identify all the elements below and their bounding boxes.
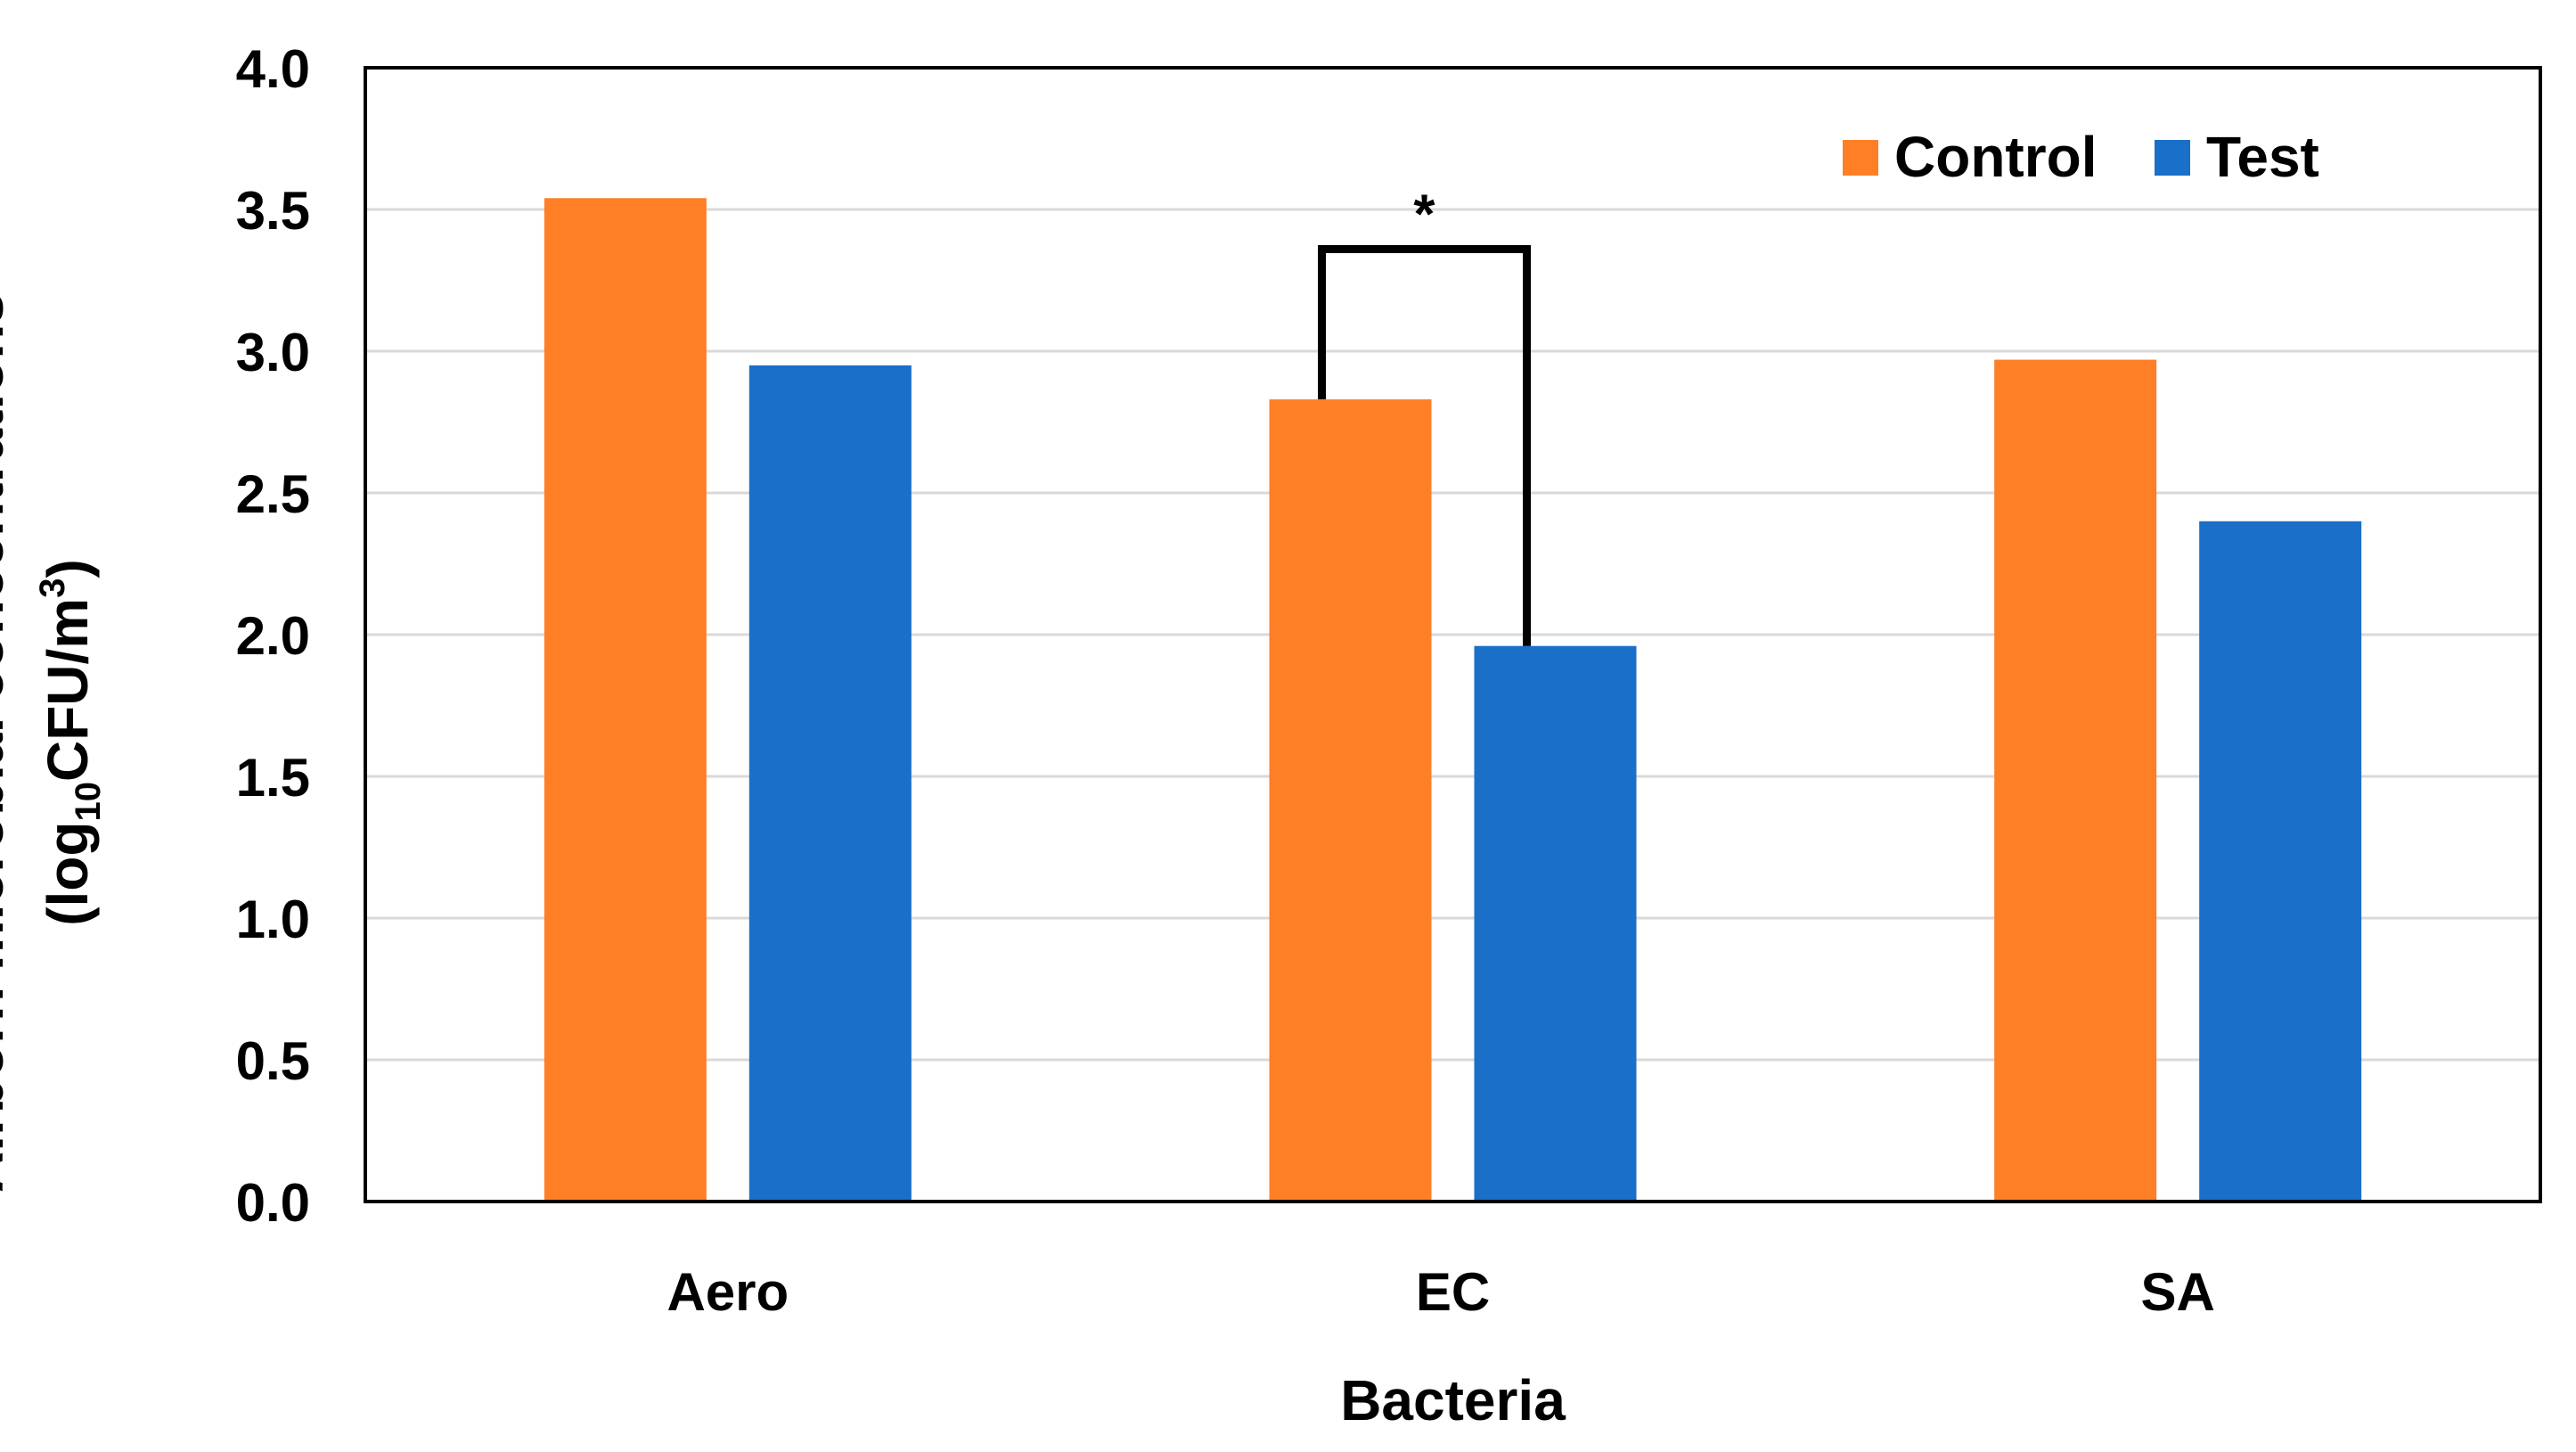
x-tick-label: EC: [1416, 1262, 1490, 1322]
x-tick-label: SA: [2140, 1262, 2214, 1322]
x-axis-title: Bacteria: [1340, 1368, 1566, 1432]
y-axis-ticks: 0.0 0.5 1.0 1.5 2.0 2.5 3.0 3.5 4.0: [236, 39, 310, 1233]
x-axis-ticks: Aero EC SA: [666, 1262, 2214, 1322]
bar-control-aero: [544, 198, 707, 1202]
bars: [544, 198, 2362, 1202]
bar-test-ec: [1474, 645, 1637, 1202]
legend-label-control: Control: [1894, 125, 2098, 189]
y-tick-label: 3.5: [236, 181, 310, 241]
significance-star: *: [1413, 185, 1435, 246]
y-tick-label: 3.0: [236, 323, 310, 382]
bar-test-aero: [748, 365, 912, 1202]
y-tick-label: 4.0: [236, 39, 310, 99]
legend-swatch-control: [1843, 140, 1878, 176]
bar-test-sa: [2199, 521, 2362, 1202]
y-tick-label: 1.5: [236, 748, 310, 808]
bar-control-sa: [1994, 359, 2157, 1202]
plot-frame: [364, 66, 2542, 1203]
x-tick-label: Aero: [666, 1262, 789, 1322]
y-tick-label: 0.0: [236, 1173, 310, 1233]
legend-swatch-test: [2155, 140, 2190, 176]
significance-bracket: [1318, 245, 1531, 646]
legend-label-test: Test: [2206, 125, 2319, 189]
legend: Control Test: [1843, 125, 2319, 189]
y-tick-label: 0.5: [236, 1031, 310, 1091]
y-tick-label: 1.0: [236, 890, 310, 949]
bar-control-ec: [1269, 399, 1432, 1202]
y-tick-label: 2.5: [236, 464, 310, 524]
y-tick-label: 2.0: [236, 606, 310, 666]
significance-annotation: *: [1318, 185, 1531, 646]
